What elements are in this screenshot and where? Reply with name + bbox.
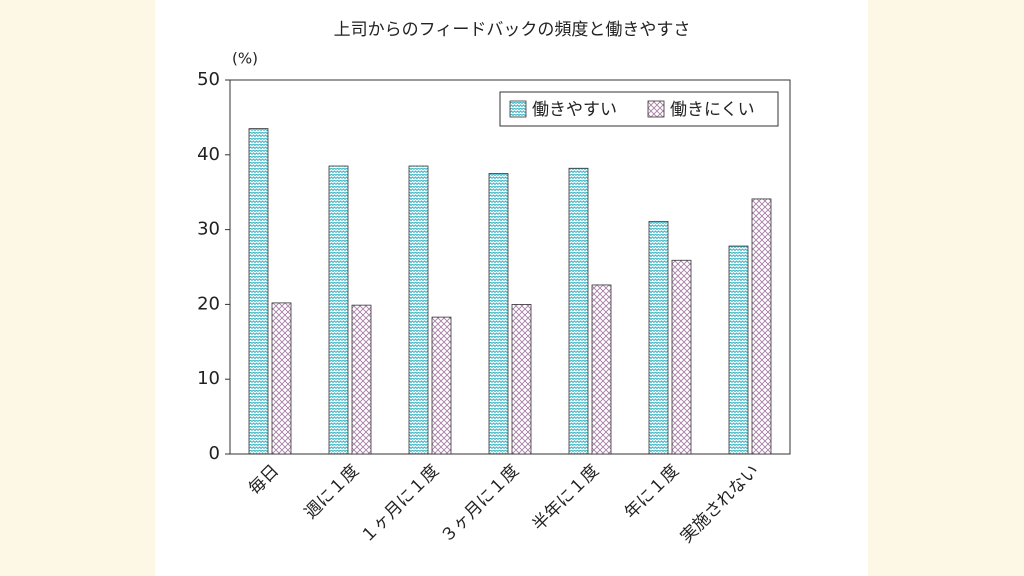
y-tick-label: 40 — [197, 144, 220, 165]
bar — [568, 167, 589, 455]
bar — [431, 316, 452, 455]
bar — [671, 259, 692, 455]
legend-swatch — [647, 100, 665, 118]
plot-frame — [229, 79, 791, 455]
y-tick-label: 10 — [197, 368, 220, 389]
legend-label: 働きにくい — [670, 100, 755, 120]
y-axis-label: (%) — [232, 50, 258, 68]
bar — [328, 165, 349, 455]
bar — [408, 165, 429, 455]
bar — [351, 304, 372, 455]
y-tick-label: 0 — [209, 443, 220, 464]
y-tick-label: 50 — [197, 69, 220, 90]
bar — [591, 284, 612, 455]
bar — [488, 173, 509, 455]
y-tick-label: 20 — [197, 293, 220, 314]
legend-box — [499, 91, 779, 127]
bar — [728, 245, 749, 455]
bar — [248, 128, 269, 455]
bar — [648, 220, 669, 455]
bar — [751, 198, 772, 455]
chart-title: 上司からのフィードバックの頻度と働きやすさ — [334, 20, 691, 40]
bar — [511, 303, 532, 455]
bar — [271, 302, 292, 455]
legend-label: 働きやすい — [532, 100, 617, 120]
legend-swatch — [509, 100, 527, 118]
y-tick-label: 30 — [197, 219, 220, 240]
